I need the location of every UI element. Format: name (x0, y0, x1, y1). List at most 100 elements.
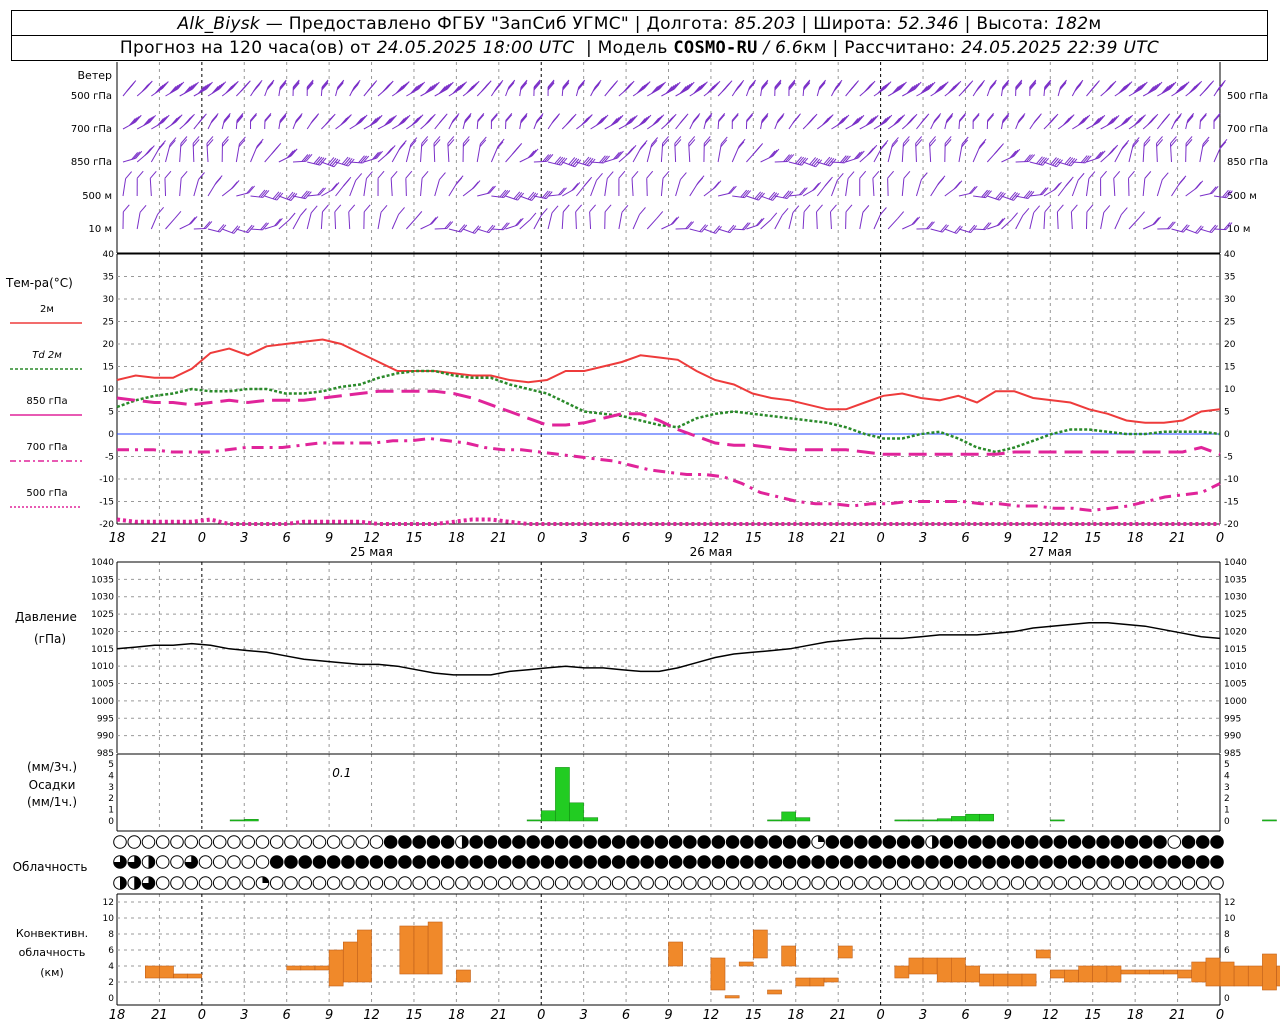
wind-barb (306, 205, 318, 230)
cloud-circle (469, 876, 483, 890)
conv-bar (314, 965, 330, 971)
wind-barb-staff (391, 121, 405, 130)
wind-barb-feather (693, 86, 701, 94)
wind-barb-feather (748, 81, 756, 89)
wind-barb-feather (847, 171, 855, 179)
wind-barb-feather (1155, 81, 1163, 90)
wind-barb-feather (614, 116, 622, 124)
wind-barb (632, 140, 648, 163)
wind-barb-feather (279, 115, 287, 124)
precip-bar (894, 819, 910, 822)
wind-barb (405, 137, 418, 163)
cloud-symbol (569, 835, 583, 849)
wind-barb-feather (130, 117, 138, 125)
wind-barb-feather (183, 117, 191, 126)
wind-barb-feather (551, 205, 559, 214)
cloud-symbol (668, 835, 683, 849)
cloud-symbol (597, 876, 612, 890)
cloud-circle (170, 876, 184, 890)
wind-barb (1001, 212, 1018, 230)
wind-barb-feather (892, 137, 899, 145)
wind-barb (1213, 222, 1233, 231)
wind-barb-feather (458, 82, 466, 91)
wind-barb-feather (914, 81, 922, 90)
wind-barb-staff (548, 194, 561, 197)
wind-barb-feather (1033, 115, 1041, 124)
wind-barb (1128, 170, 1135, 197)
temp-day-label: 25 мая (350, 545, 393, 559)
wind-barb-staff (477, 228, 490, 234)
wind-barb-feather (345, 158, 353, 166)
wind-barb-feather (674, 136, 682, 144)
conv-bar (1092, 965, 1108, 983)
cloud-symbol (113, 855, 127, 869)
wind-barb-staff (377, 212, 382, 230)
wind-barb (150, 207, 165, 230)
wind-barb-feather (902, 139, 910, 147)
wind-barb (732, 222, 751, 231)
precip-ytick-right: 3 (1224, 783, 1230, 793)
wind-barb-staff (1128, 218, 1139, 230)
wind-barb-feather (862, 205, 870, 213)
wind-barb-feather (464, 114, 472, 123)
wind-barb-feather (761, 112, 769, 121)
wind-barb (646, 137, 659, 163)
conv-bar (342, 941, 358, 983)
cloud-symbol (925, 855, 939, 869)
wind-barb-feather (961, 139, 969, 148)
wind-barb-feather (983, 190, 990, 198)
wind-barb (675, 81, 695, 97)
temp-xtick: 21 (151, 531, 168, 546)
cloud-circle (227, 876, 241, 890)
wind-barb (1029, 113, 1042, 130)
cloud-symbol (640, 876, 654, 890)
wind-barb (816, 176, 833, 197)
cloud-circle (497, 876, 512, 890)
wind-barb (491, 222, 510, 231)
cloud-symbol (839, 835, 854, 849)
cloud-fill (541, 855, 554, 869)
wind-barb-feather (884, 81, 892, 89)
conv-ytick-left: 4 (108, 962, 114, 972)
cloud-symbol (398, 835, 412, 849)
wind-barb-staff (447, 143, 450, 163)
wind-barb-staff (760, 219, 772, 230)
wind-barb-staff (349, 180, 357, 197)
wind-barb-feather (933, 115, 940, 124)
wind-barb-staff (1199, 120, 1201, 130)
cloud-symbol (284, 855, 298, 869)
wind-barb-feather (734, 84, 742, 92)
wind-barb-feather (738, 138, 746, 147)
wind-barb-feather (911, 217, 919, 225)
temp-ytick-left: 15 (103, 363, 114, 373)
wind-barb-feather (1154, 216, 1162, 225)
wind-barb-feather (466, 85, 474, 94)
wind-barb-feather (440, 85, 448, 93)
wind-barb-feather (1152, 217, 1160, 226)
cloud-symbol (754, 855, 768, 869)
wind-barb-feather (1009, 191, 1017, 200)
wind-barb-feather (503, 190, 511, 198)
wind-barb-feather (351, 84, 359, 92)
wind-barb-staff (717, 143, 722, 163)
wind-barb-feather (264, 114, 272, 122)
wind-barb-feather (920, 172, 928, 180)
cloud-fill (818, 835, 825, 842)
wind-barb (1185, 180, 1204, 197)
wind-barb-staff (788, 161, 802, 166)
press-yunit: (гПа) (34, 632, 66, 646)
cloud-symbol (654, 855, 669, 869)
wind-barb (1142, 171, 1152, 197)
precip-ytick-right: 1 (1224, 806, 1230, 816)
wind-barb-feather (1199, 114, 1207, 122)
wind-barb-feather (1060, 79, 1067, 88)
press-series-line (116, 622, 1221, 676)
wind-barb-feather (618, 170, 626, 179)
wind-barb (930, 175, 946, 197)
cloud-circle (255, 835, 270, 849)
wind-barb (944, 80, 962, 97)
cloud-fill (412, 835, 426, 849)
cloud-symbol (341, 835, 355, 849)
conv-bar (767, 989, 782, 995)
wind-barb-feather (428, 83, 436, 92)
